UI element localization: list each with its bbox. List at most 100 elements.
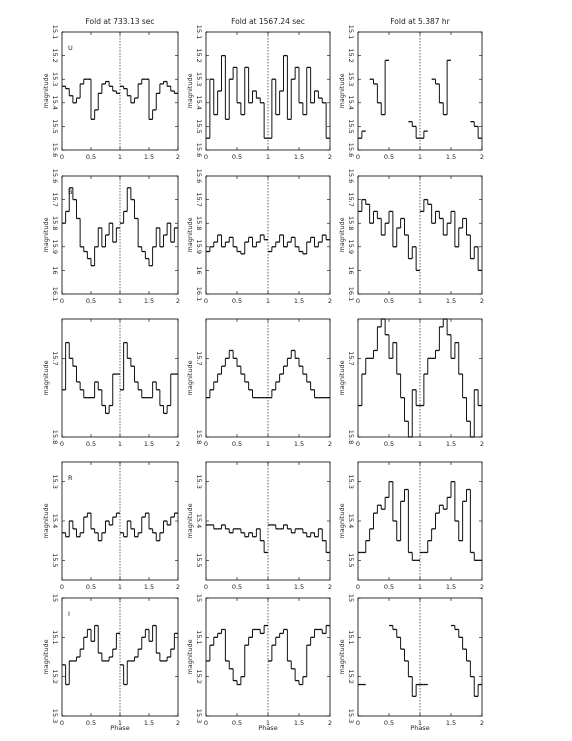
- y-axis-label: magnitude: [338, 639, 346, 674]
- band-label: U: [68, 44, 73, 52]
- y-tick-label: 15.1: [195, 630, 203, 644]
- y-tick-label: 15.3: [195, 709, 203, 723]
- y-tick-label: 15.9: [195, 240, 203, 254]
- x-tick-label: 0: [204, 719, 208, 727]
- y-axis-label: magnitude: [186, 217, 194, 252]
- y-tick-label: 15.7: [347, 192, 355, 206]
- x-tick-label: 1: [418, 719, 422, 727]
- y-tick-label: 15.5: [347, 553, 355, 567]
- y-tick-label: 15.6: [347, 143, 355, 157]
- x-tick-label: 0: [356, 297, 360, 305]
- x-tick-label: 0: [60, 297, 64, 305]
- x-tick-label: 1: [266, 153, 270, 161]
- x-tick-label: 2: [176, 440, 180, 448]
- y-tick-label: 15.6: [51, 143, 59, 157]
- x-tick-label: 1.5: [144, 719, 154, 727]
- x-tick-label: 2: [176, 583, 180, 591]
- x-tick-label: 0: [356, 719, 360, 727]
- y-tick-label: 16: [195, 266, 203, 274]
- y-tick-label: 16.1: [195, 287, 203, 301]
- y-tick-label: 15.4: [347, 96, 355, 110]
- x-tick-label: 0.5: [232, 719, 242, 727]
- y-tick-label: 15.9: [51, 240, 59, 254]
- x-tick-label: 1.5: [446, 153, 456, 161]
- y-tick-label: 15.2: [195, 48, 203, 62]
- x-tick-label: 2: [480, 297, 484, 305]
- x-tick-label: 0: [60, 153, 64, 161]
- x-tick-label: 0.5: [384, 297, 394, 305]
- y-tick-label: 15.3: [195, 474, 203, 488]
- x-tick-label: 0.5: [232, 440, 242, 448]
- y-tick-label: 15.5: [51, 119, 59, 133]
- y-tick-label: 15.8: [195, 216, 203, 230]
- y-tick-label: 15.6: [347, 169, 355, 183]
- y-tick-label: 15.1: [347, 630, 355, 644]
- y-tick-label: 15.3: [195, 72, 203, 86]
- x-axis-label: Phase: [258, 724, 277, 732]
- y-axis-label: magnitude: [338, 217, 346, 252]
- y-tick-label: 15.6: [195, 143, 203, 157]
- x-tick-label: 2: [176, 153, 180, 161]
- x-tick-label: 1: [418, 583, 422, 591]
- x-tick-label: 1: [266, 719, 270, 727]
- y-tick-label: 15.1: [51, 25, 59, 39]
- x-tick-label: 2: [480, 583, 484, 591]
- band-label: I: [68, 610, 70, 618]
- y-tick-label: 15.7: [51, 351, 59, 365]
- y-tick-label: 15.1: [195, 25, 203, 39]
- y-tick-label: 15.5: [195, 119, 203, 133]
- x-tick-label: 1.5: [294, 297, 304, 305]
- column-title: Fold at 1567.24 sec: [231, 17, 305, 26]
- y-tick-label: 16: [347, 266, 355, 274]
- y-tick-label: 15.9: [347, 240, 355, 254]
- x-tick-label: 0: [60, 440, 64, 448]
- x-tick-label: 2: [328, 297, 332, 305]
- y-axis-label: magnitude: [186, 360, 194, 395]
- y-tick-label: 15.7: [195, 192, 203, 206]
- x-tick-label: 2: [328, 719, 332, 727]
- x-tick-label: 2: [328, 440, 332, 448]
- x-tick-label: 1: [118, 719, 122, 727]
- y-tick-label: 15.3: [51, 72, 59, 86]
- y-tick-label: 15.8: [347, 430, 355, 444]
- y-axis-label: magnitude: [42, 217, 50, 252]
- x-axis-label: Phase: [410, 724, 429, 732]
- y-axis-label: magnitude: [186, 639, 194, 674]
- y-axis-label: magnitude: [338, 360, 346, 395]
- y-tick-label: 15.2: [51, 48, 59, 62]
- x-tick-label: 0: [60, 583, 64, 591]
- x-tick-label: 0.5: [232, 297, 242, 305]
- y-tick-label: 15.4: [195, 514, 203, 528]
- x-tick-label: 1: [418, 440, 422, 448]
- y-tick-label: 15.7: [51, 192, 59, 206]
- x-tick-label: 1: [118, 153, 122, 161]
- y-tick-label: 15: [195, 594, 203, 602]
- y-tick-label: 15.6: [51, 169, 59, 183]
- x-tick-label: 1.5: [144, 153, 154, 161]
- x-tick-label: 2: [328, 583, 332, 591]
- y-tick-label: 15.5: [195, 553, 203, 567]
- y-tick-label: 15.2: [51, 669, 59, 683]
- x-tick-label: 0: [356, 440, 360, 448]
- x-tick-label: 1: [118, 297, 122, 305]
- column-title: Fold at 5.387 hr: [390, 17, 450, 26]
- y-axis-label: magnitude: [42, 360, 50, 395]
- y-tick-label: 15.1: [347, 25, 355, 39]
- y-tick-label: 15.2: [195, 669, 203, 683]
- x-tick-label: 1.5: [294, 440, 304, 448]
- x-tick-label: 0.5: [232, 153, 242, 161]
- x-tick-label: 0.5: [86, 153, 96, 161]
- y-tick-label: 15: [347, 594, 355, 602]
- y-tick-label: 15.3: [347, 72, 355, 86]
- x-tick-label: 1.5: [144, 583, 154, 591]
- y-tick-label: 15.7: [347, 351, 355, 365]
- x-tick-label: 0.5: [232, 583, 242, 591]
- y-tick-label: 15.8: [51, 216, 59, 230]
- x-tick-label: 0: [356, 153, 360, 161]
- x-tick-label: 1.5: [144, 440, 154, 448]
- x-tick-label: 0: [204, 153, 208, 161]
- x-tick-label: 1.5: [446, 297, 456, 305]
- x-tick-label: 1: [266, 297, 270, 305]
- y-tick-label: 16.1: [347, 287, 355, 301]
